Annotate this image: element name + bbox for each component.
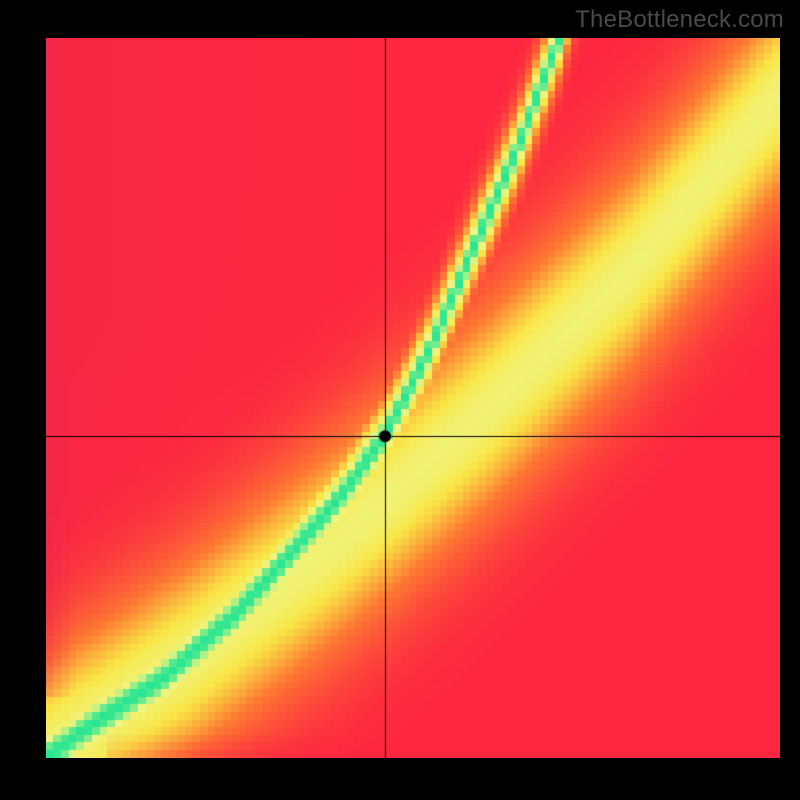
bottleneck-heatmap	[46, 38, 780, 758]
watermark-text: TheBottleneck.com	[575, 6, 784, 34]
